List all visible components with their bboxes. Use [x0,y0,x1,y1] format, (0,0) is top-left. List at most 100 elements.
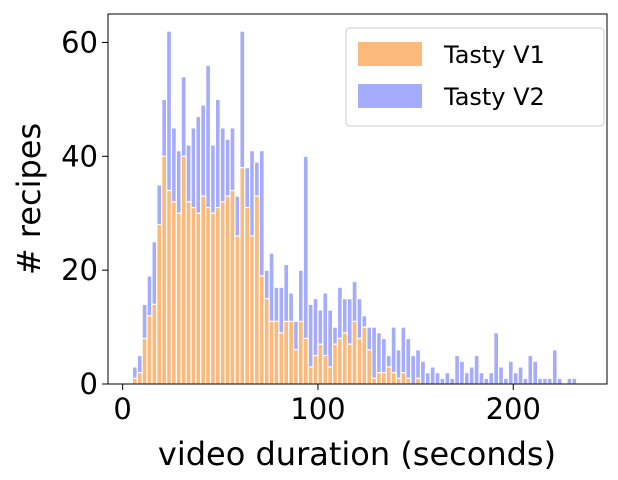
bar [312,354,319,385]
bar [380,372,387,385]
bar [288,320,295,385]
bar [405,377,412,385]
x-tick-label: 0 [113,392,131,426]
bar [351,320,358,385]
bar [361,326,368,385]
bar [556,377,563,385]
bar [205,206,212,385]
bar [195,212,202,385]
legend-swatch [358,42,422,66]
bar [151,303,158,385]
bar [527,354,534,385]
bar [229,189,236,385]
bar [512,372,519,385]
bar [371,377,378,385]
bar [322,354,329,385]
bar [283,320,290,385]
bar [209,212,217,385]
bar [214,206,221,385]
bar [385,366,392,385]
bar [346,343,353,385]
bar [356,337,363,385]
bar [224,195,231,385]
bar [571,377,578,385]
bar [234,235,241,385]
bar [390,372,397,385]
bar [185,201,192,385]
bar [400,372,407,385]
plot-frame [107,13,608,385]
y-tick-label: 20 [61,253,98,287]
bar [273,320,280,385]
bar [468,366,475,385]
bar [498,366,505,385]
bar [175,212,182,385]
bar [366,349,373,385]
y-axis-label: # recipes [10,123,48,275]
bar [180,155,187,385]
bar [341,332,348,385]
bar [502,377,509,385]
bar [566,377,573,385]
bar [327,366,334,385]
y-tick-label: 40 [61,139,98,173]
bar [200,195,207,385]
bar [375,372,383,385]
bar [478,372,485,385]
bar [292,349,300,385]
bar [517,366,524,385]
bar [454,354,461,385]
bar [161,155,168,385]
bar [165,189,173,385]
y-tick-label: 0 [80,367,98,401]
bar [395,377,402,385]
bar [302,337,309,385]
bar [244,206,251,385]
bar [507,360,514,385]
bar [434,372,441,385]
bar [268,320,275,385]
bar [248,235,256,385]
bar [156,224,163,385]
bar [449,377,456,385]
bar [473,354,480,385]
bar [131,377,138,385]
legend-label: Tasty V1 [443,41,545,69]
bar [415,377,422,385]
bar [537,377,544,385]
bar [219,201,226,385]
x-tick-label: 100 [290,392,345,426]
bar [297,320,304,385]
legend-swatch [358,84,422,108]
x-tick-label: 200 [486,392,541,426]
bar [522,377,529,385]
bar [410,354,417,385]
bar [439,377,446,385]
bar [136,372,143,385]
bar [263,298,270,385]
bar [463,372,470,385]
bar [170,201,177,385]
bar [424,372,431,385]
bar [190,206,197,385]
bar [532,360,539,385]
bar [253,195,260,385]
bar [488,372,495,385]
bar [258,275,265,385]
legend-label: Tasty V2 [443,83,545,111]
bar [141,337,148,385]
bar [429,366,436,385]
bar [551,349,558,385]
bar [317,343,324,385]
bar [493,332,500,385]
bar [371,326,378,385]
bar [307,366,314,385]
bar [405,337,412,385]
bar [336,337,343,385]
bar [444,372,451,385]
bar [278,332,285,385]
bar [546,377,553,385]
x-axis-label: video duration (seconds) [158,435,556,473]
bar [419,360,426,385]
